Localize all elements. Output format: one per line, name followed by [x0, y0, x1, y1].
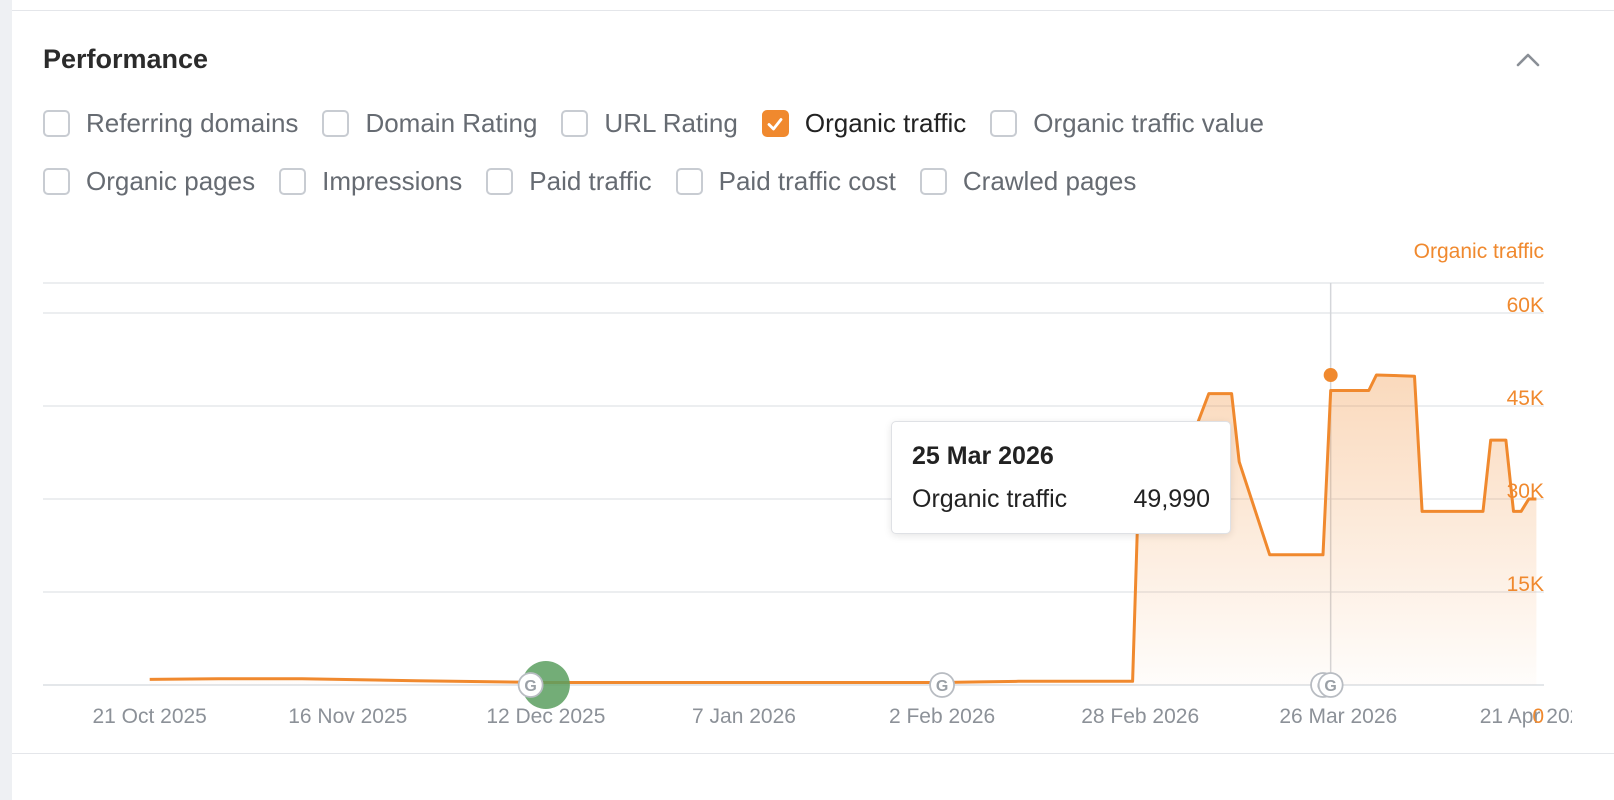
- x-tick-label: 26 Mar 2026: [1279, 705, 1397, 728]
- y-tick-label: 60K: [1507, 294, 1544, 317]
- google-update-label: G: [524, 678, 536, 695]
- metric-toggle-organic-traffic[interactable]: Organic traffic: [761, 108, 967, 139]
- metric-toggle-referring-domains[interactable]: Referring domains: [43, 108, 298, 139]
- highlight-point: [1323, 368, 1338, 383]
- x-tick-label: 16 Nov 2025: [288, 705, 407, 728]
- chevron-up-icon: [1516, 53, 1540, 67]
- metric-toggle-crawled-pages[interactable]: Crawled pages: [919, 166, 1137, 197]
- x-tick-label: 2 Feb 2026: [889, 705, 995, 728]
- checkbox[interactable]: [919, 168, 947, 195]
- checkbox[interactable]: [279, 168, 307, 195]
- checkbox[interactable]: [675, 168, 703, 195]
- x-tick-label: 21 Apr 2026: [1480, 705, 1572, 728]
- y-axis-title: Organic traffic: [1414, 240, 1544, 263]
- google-update-marker[interactable]: G: [929, 672, 955, 698]
- metric-toggle-impressions[interactable]: Impressions: [279, 166, 462, 197]
- y-tick-label: 30K: [1507, 480, 1544, 503]
- checkbox[interactable]: [486, 168, 514, 195]
- metric-toggle-label: Paid traffic cost: [718, 166, 896, 196]
- metric-toggles-row-1: Referring domains Domain Rating URL Rating…: [43, 108, 1288, 139]
- metric-toggle-paid-traffic-cost[interactable]: Paid traffic cost: [675, 166, 896, 197]
- tooltip-date: 25 Mar 2026: [912, 442, 1054, 470]
- metric-toggle-organic-traffic-value[interactable]: Organic traffic value: [990, 108, 1264, 139]
- metric-toggle-url-rating[interactable]: URL Rating: [561, 108, 738, 139]
- metric-toggle-label: Organic traffic: [804, 108, 967, 138]
- checkbox[interactable]: [561, 110, 589, 137]
- metric-toggle-label: Paid traffic: [529, 166, 652, 196]
- y-tick-label: 0: [1532, 705, 1544, 728]
- section-title: Performance: [43, 44, 209, 74]
- metric-toggle-label: URL Rating: [604, 108, 738, 138]
- metric-toggle-organic-pages[interactable]: Organic pages: [43, 166, 255, 197]
- y-tick-label: 15K: [1507, 573, 1544, 596]
- google-update-label: G: [936, 678, 948, 695]
- metric-toggle-label: Crawled pages: [962, 166, 1137, 196]
- x-tick-label: 28 Feb 2026: [1081, 705, 1199, 728]
- checkbox[interactable]: [322, 110, 350, 137]
- chart-tooltip: 25 Mar 2026 Organic traffic 49,990: [891, 421, 1231, 534]
- checkmark-icon: [767, 117, 783, 130]
- x-tick-label: 21 Oct 2025: [92, 705, 206, 728]
- metric-toggle-paid-traffic[interactable]: Paid traffic: [486, 166, 652, 197]
- x-tick-label: 12 Dec 2025: [486, 705, 605, 728]
- google-update-marker[interactable]: G: [1317, 672, 1344, 698]
- tooltip-row: Organic traffic 49,990: [912, 485, 1210, 514]
- metric-toggles-row-2: Organic pages Impressions Paid traffic Paid…: [43, 166, 1160, 197]
- google-icon: [929, 672, 955, 698]
- series-line-organic-traffic: [149, 373, 1537, 684]
- metric-toggle-label: Organic pages: [86, 166, 256, 196]
- checkbox[interactable]: [761, 110, 789, 137]
- tooltip-metric: Organic traffic: [912, 485, 1068, 513]
- y-tick-label: 45K: [1507, 387, 1544, 410]
- checkbox[interactable]: [990, 110, 1018, 137]
- metric-toggle-label: Impressions: [322, 166, 463, 196]
- x-tick-label: 7 Jan 2026: [692, 705, 796, 728]
- checkbox[interactable]: [43, 168, 70, 195]
- google-icon: [1317, 672, 1344, 698]
- metric-toggle-label: Referring domains: [86, 108, 299, 138]
- metric-toggle-label: Domain Rating: [365, 108, 538, 138]
- google-icon: [517, 672, 544, 698]
- google-update-label: G: [1324, 678, 1336, 695]
- metric-toggle-domain-rating[interactable]: Domain Rating: [322, 108, 537, 139]
- checkbox[interactable]: [43, 110, 70, 137]
- google-update-marker[interactable]: G: [517, 672, 544, 698]
- performance-panel: Performance Referring domains Domain Rati…: [12, 0, 1614, 800]
- tooltip-value: 49,990: [1133, 485, 1210, 513]
- metric-toggle-label: Organic traffic value: [1033, 108, 1264, 138]
- top-divider: [12, 10, 1614, 11]
- collapse-button[interactable]: [1512, 44, 1544, 76]
- bottom-divider: [12, 753, 1614, 754]
